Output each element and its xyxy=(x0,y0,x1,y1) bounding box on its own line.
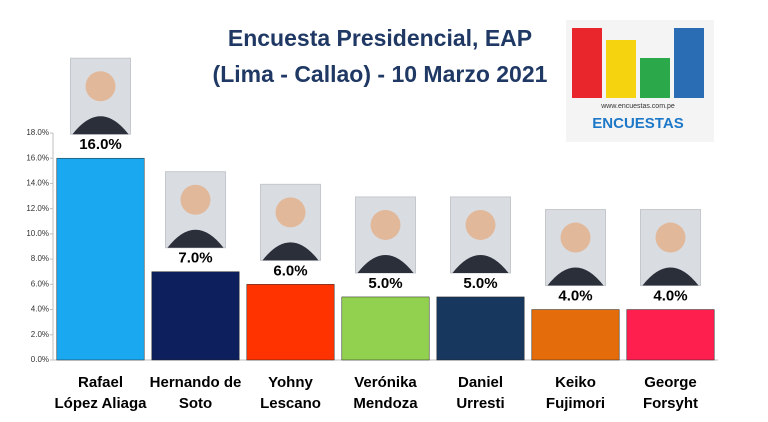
logo-bar xyxy=(674,28,704,98)
logo: www.encuestas.com.pe ENCUESTAS xyxy=(566,20,714,142)
value-label: 5.0% xyxy=(368,275,402,292)
photo-face xyxy=(275,197,306,228)
bar xyxy=(56,157,145,361)
x-tick-label: Forsyht xyxy=(643,395,698,412)
photo-body xyxy=(262,242,319,261)
photo-face xyxy=(85,71,116,102)
bar xyxy=(436,296,525,361)
photo-face xyxy=(370,209,401,240)
x-tick-label: Daniel xyxy=(458,374,503,391)
y-tick-label: 8.0% xyxy=(31,254,49,263)
x-tick-label: Rafael xyxy=(78,374,123,391)
y-tick-label: 12.0% xyxy=(26,204,49,213)
value-label: 7.0% xyxy=(178,250,212,267)
photo-body xyxy=(357,254,414,273)
y-tick-label: 2.0% xyxy=(31,330,49,339)
photo-body xyxy=(642,267,699,286)
chart-subtitle: (Lima - Callao) - 10 Marzo 2021 xyxy=(213,61,548,87)
x-tick-label: López Aliaga xyxy=(55,395,148,412)
logo-bar xyxy=(606,40,636,98)
photo-face xyxy=(655,222,686,253)
value-label: 4.0% xyxy=(653,288,687,305)
photo-body xyxy=(547,267,604,286)
x-tick-label: Verónika xyxy=(354,374,417,391)
y-tick-label: 6.0% xyxy=(31,279,49,288)
bar xyxy=(341,296,430,361)
photo-body xyxy=(167,229,224,248)
logo-bar xyxy=(640,58,670,98)
photo-face xyxy=(560,222,591,253)
bar xyxy=(246,284,335,361)
x-tick-label: Lescano xyxy=(260,395,321,412)
x-tick-label: Hernando de xyxy=(150,374,242,391)
logo-url: www.encuestas.com.pe xyxy=(600,103,675,110)
x-tick-label: George xyxy=(644,374,697,391)
photo-face xyxy=(180,184,211,215)
photo-body xyxy=(72,116,129,135)
bar xyxy=(626,309,715,361)
y-tick-label: 18.0% xyxy=(26,128,49,137)
value-label: 5.0% xyxy=(463,275,497,292)
x-tick-label: Yohny xyxy=(268,374,313,391)
y-tick-label: 0.0% xyxy=(31,355,49,364)
photo-face xyxy=(465,209,496,240)
y-tick-label: 16.0% xyxy=(26,153,49,162)
x-tick-label: Soto xyxy=(179,395,212,412)
bar xyxy=(151,271,240,361)
photo-body xyxy=(452,254,509,273)
x-tick-label: Keiko xyxy=(555,374,596,391)
x-tick-label: Mendoza xyxy=(353,395,418,412)
y-tick-label: 14.0% xyxy=(26,179,49,188)
logo-name: ENCUESTAS xyxy=(592,115,683,132)
chart-title: Encuesta Presidencial, EAP xyxy=(228,25,532,51)
y-tick-label: 4.0% xyxy=(31,305,49,314)
x-tick-label: Fujimori xyxy=(546,395,605,412)
value-label: 6.0% xyxy=(273,262,307,279)
value-label: 16.0% xyxy=(79,136,122,153)
logo-bar xyxy=(572,28,602,98)
bar xyxy=(531,309,620,361)
value-label: 4.0% xyxy=(558,288,592,305)
y-tick-label: 10.0% xyxy=(26,229,49,238)
x-tick-label: Urresti xyxy=(456,395,504,412)
